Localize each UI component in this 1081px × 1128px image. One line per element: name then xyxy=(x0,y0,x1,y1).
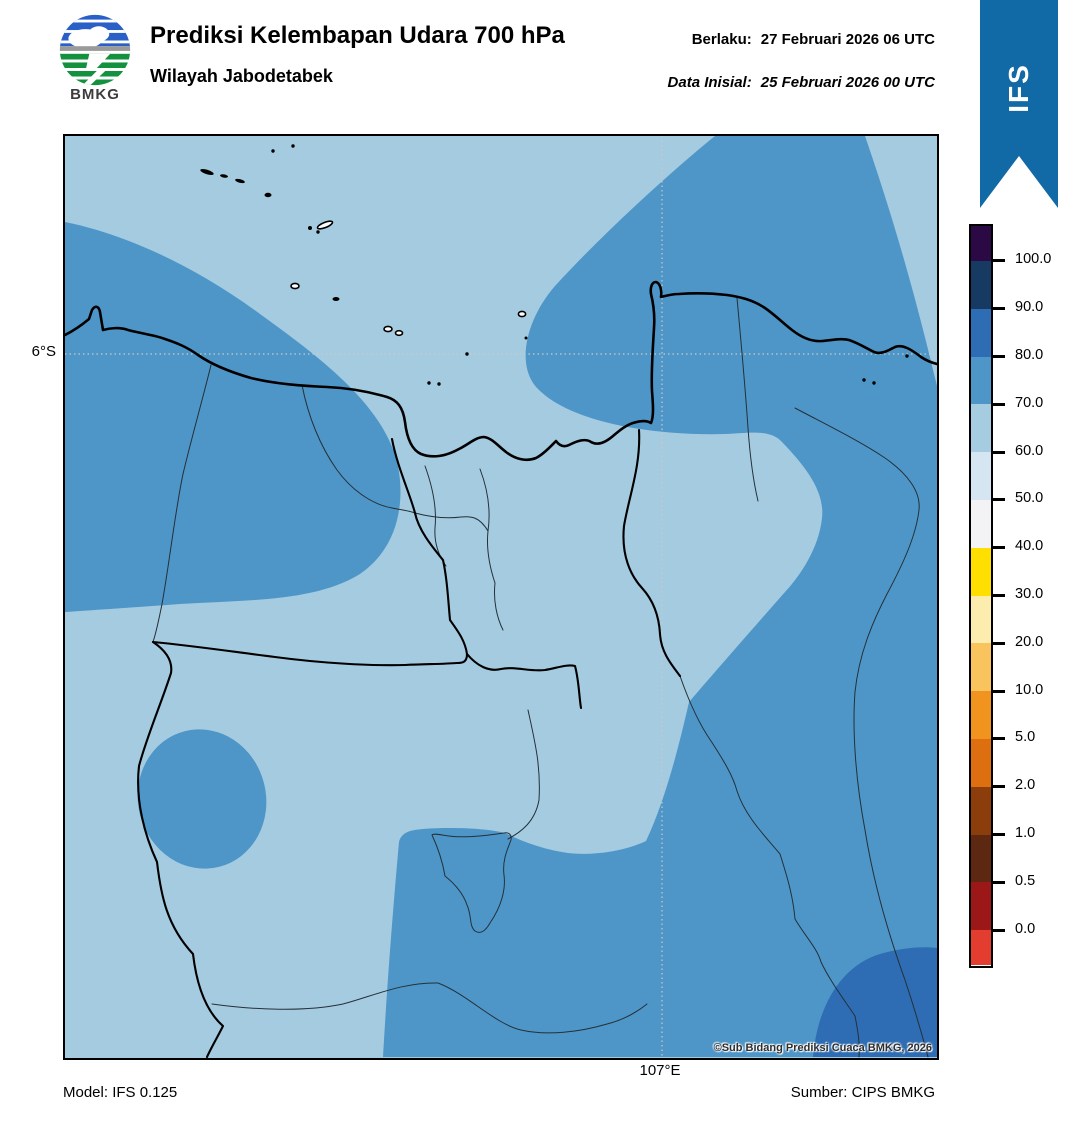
colorbar-segment xyxy=(971,595,991,644)
map-copyright: ©Sub Bidang Prediksi Cuaca BMKG, 2026 xyxy=(713,1042,932,1054)
colorbar-segment xyxy=(971,226,991,261)
colorbar-tick-label: 100.0 xyxy=(1015,251,1052,267)
colorbar-segment xyxy=(971,547,991,596)
colorbar-tick xyxy=(993,690,1005,693)
colorbar-tick xyxy=(993,929,1005,932)
colorbar-tick-label: 20.0 xyxy=(1015,634,1044,650)
colorbar-tick-label: 0.0 xyxy=(1015,921,1036,937)
region-subtitle: Wilayah Jabodetabek xyxy=(150,66,333,86)
footer-source: Sumber: CIPS BMKG xyxy=(790,1084,935,1101)
colorbar-segment xyxy=(971,308,991,357)
colorbar-segment xyxy=(971,643,991,692)
colorbar-tick-label: 5.0 xyxy=(1015,729,1036,745)
colorbar-segment xyxy=(971,691,991,739)
contour-fill-80-90 xyxy=(813,947,937,1057)
colorbar: 100.0 90.0 80.0 70.0 60.0 50.0 40.0 30.0… xyxy=(969,224,1051,968)
colorbar-tick-label: 30.0 xyxy=(1015,586,1044,602)
valid-time: Berlaku: 27 Februari 2026 06 UTC xyxy=(692,31,935,48)
longitude-label: 107°E xyxy=(639,1062,681,1079)
bmkg-logo-icon xyxy=(59,14,131,86)
colorbar-tick-label: 90.0 xyxy=(1015,299,1044,315)
colorbar-tick xyxy=(993,307,1005,310)
colorbar-segment xyxy=(971,356,991,405)
coastline xyxy=(65,280,937,462)
colorbar-tick-label: 1.0 xyxy=(1015,825,1036,841)
colorbar-tick-label: 2.0 xyxy=(1015,777,1036,793)
colorbar-tick-label: 60.0 xyxy=(1015,443,1044,459)
page-title: Prediksi Kelembapan Udara 700 hPa xyxy=(150,22,565,49)
colorbar-tick-label: 0.5 xyxy=(1015,873,1036,889)
islands xyxy=(200,144,909,386)
bmkg-logo-label: BMKG xyxy=(70,86,120,103)
colorbar-segment xyxy=(971,786,991,835)
latitude-label: 6°S xyxy=(31,343,56,360)
colorbar-tick xyxy=(993,546,1005,549)
colorbar-tick xyxy=(993,833,1005,836)
colorbar-tick xyxy=(993,403,1005,406)
colorbar-tick-label: 80.0 xyxy=(1015,347,1044,363)
contour-fill-70-80 xyxy=(65,136,937,1057)
colorbar-segment xyxy=(971,404,991,453)
colorbar-tick xyxy=(993,259,1005,262)
colorbar-tick-label: 40.0 xyxy=(1015,538,1044,554)
colorbar-tick-label: 10.0 xyxy=(1015,682,1044,698)
colorbar-tick-label: 50.0 xyxy=(1015,490,1044,506)
colorbar-segment xyxy=(971,738,991,787)
colorbar-segment xyxy=(971,452,991,500)
valid-time-label: Berlaku: xyxy=(691,31,752,48)
initial-time-label: Data Inisial: xyxy=(667,74,752,91)
district-borders xyxy=(152,297,929,1058)
colorbar-tick xyxy=(993,642,1005,645)
colorbar-segment xyxy=(971,261,991,309)
colorbar-segment xyxy=(971,499,991,548)
colorbar-tick-label: 70.0 xyxy=(1015,395,1044,411)
colorbar-tick xyxy=(993,785,1005,788)
bmkg-logo: BMKG xyxy=(56,12,134,103)
colorbar-segment xyxy=(971,930,991,966)
colorbar-segment xyxy=(971,882,991,931)
ifs-model-ribbon: IFS xyxy=(980,0,1058,208)
colorbar-tick xyxy=(993,594,1005,597)
colorbar-tick xyxy=(993,498,1005,501)
footer-model: Model: IFS 0.125 xyxy=(63,1084,178,1101)
colorbar-tick xyxy=(993,355,1005,358)
initial-time-value: 25 Februari 2026 00 UTC xyxy=(760,74,935,91)
map-frame: ©Sub Bidang Prediksi Cuaca BMKG, 2026 xyxy=(63,134,939,1060)
colorbar-segment xyxy=(971,834,991,883)
colorbar-tick xyxy=(993,737,1005,740)
ifs-ribbon-label: IFS xyxy=(1003,63,1034,113)
province-borders xyxy=(137,428,682,1058)
valid-time-value: 27 Februari 2026 06 UTC xyxy=(760,31,935,48)
initial-time: Data Inisial: 25 Februari 2026 00 UTC xyxy=(668,74,935,91)
colorbar-tick xyxy=(993,881,1005,884)
colorbar-tick xyxy=(993,451,1005,454)
map-canvas xyxy=(65,136,937,1058)
